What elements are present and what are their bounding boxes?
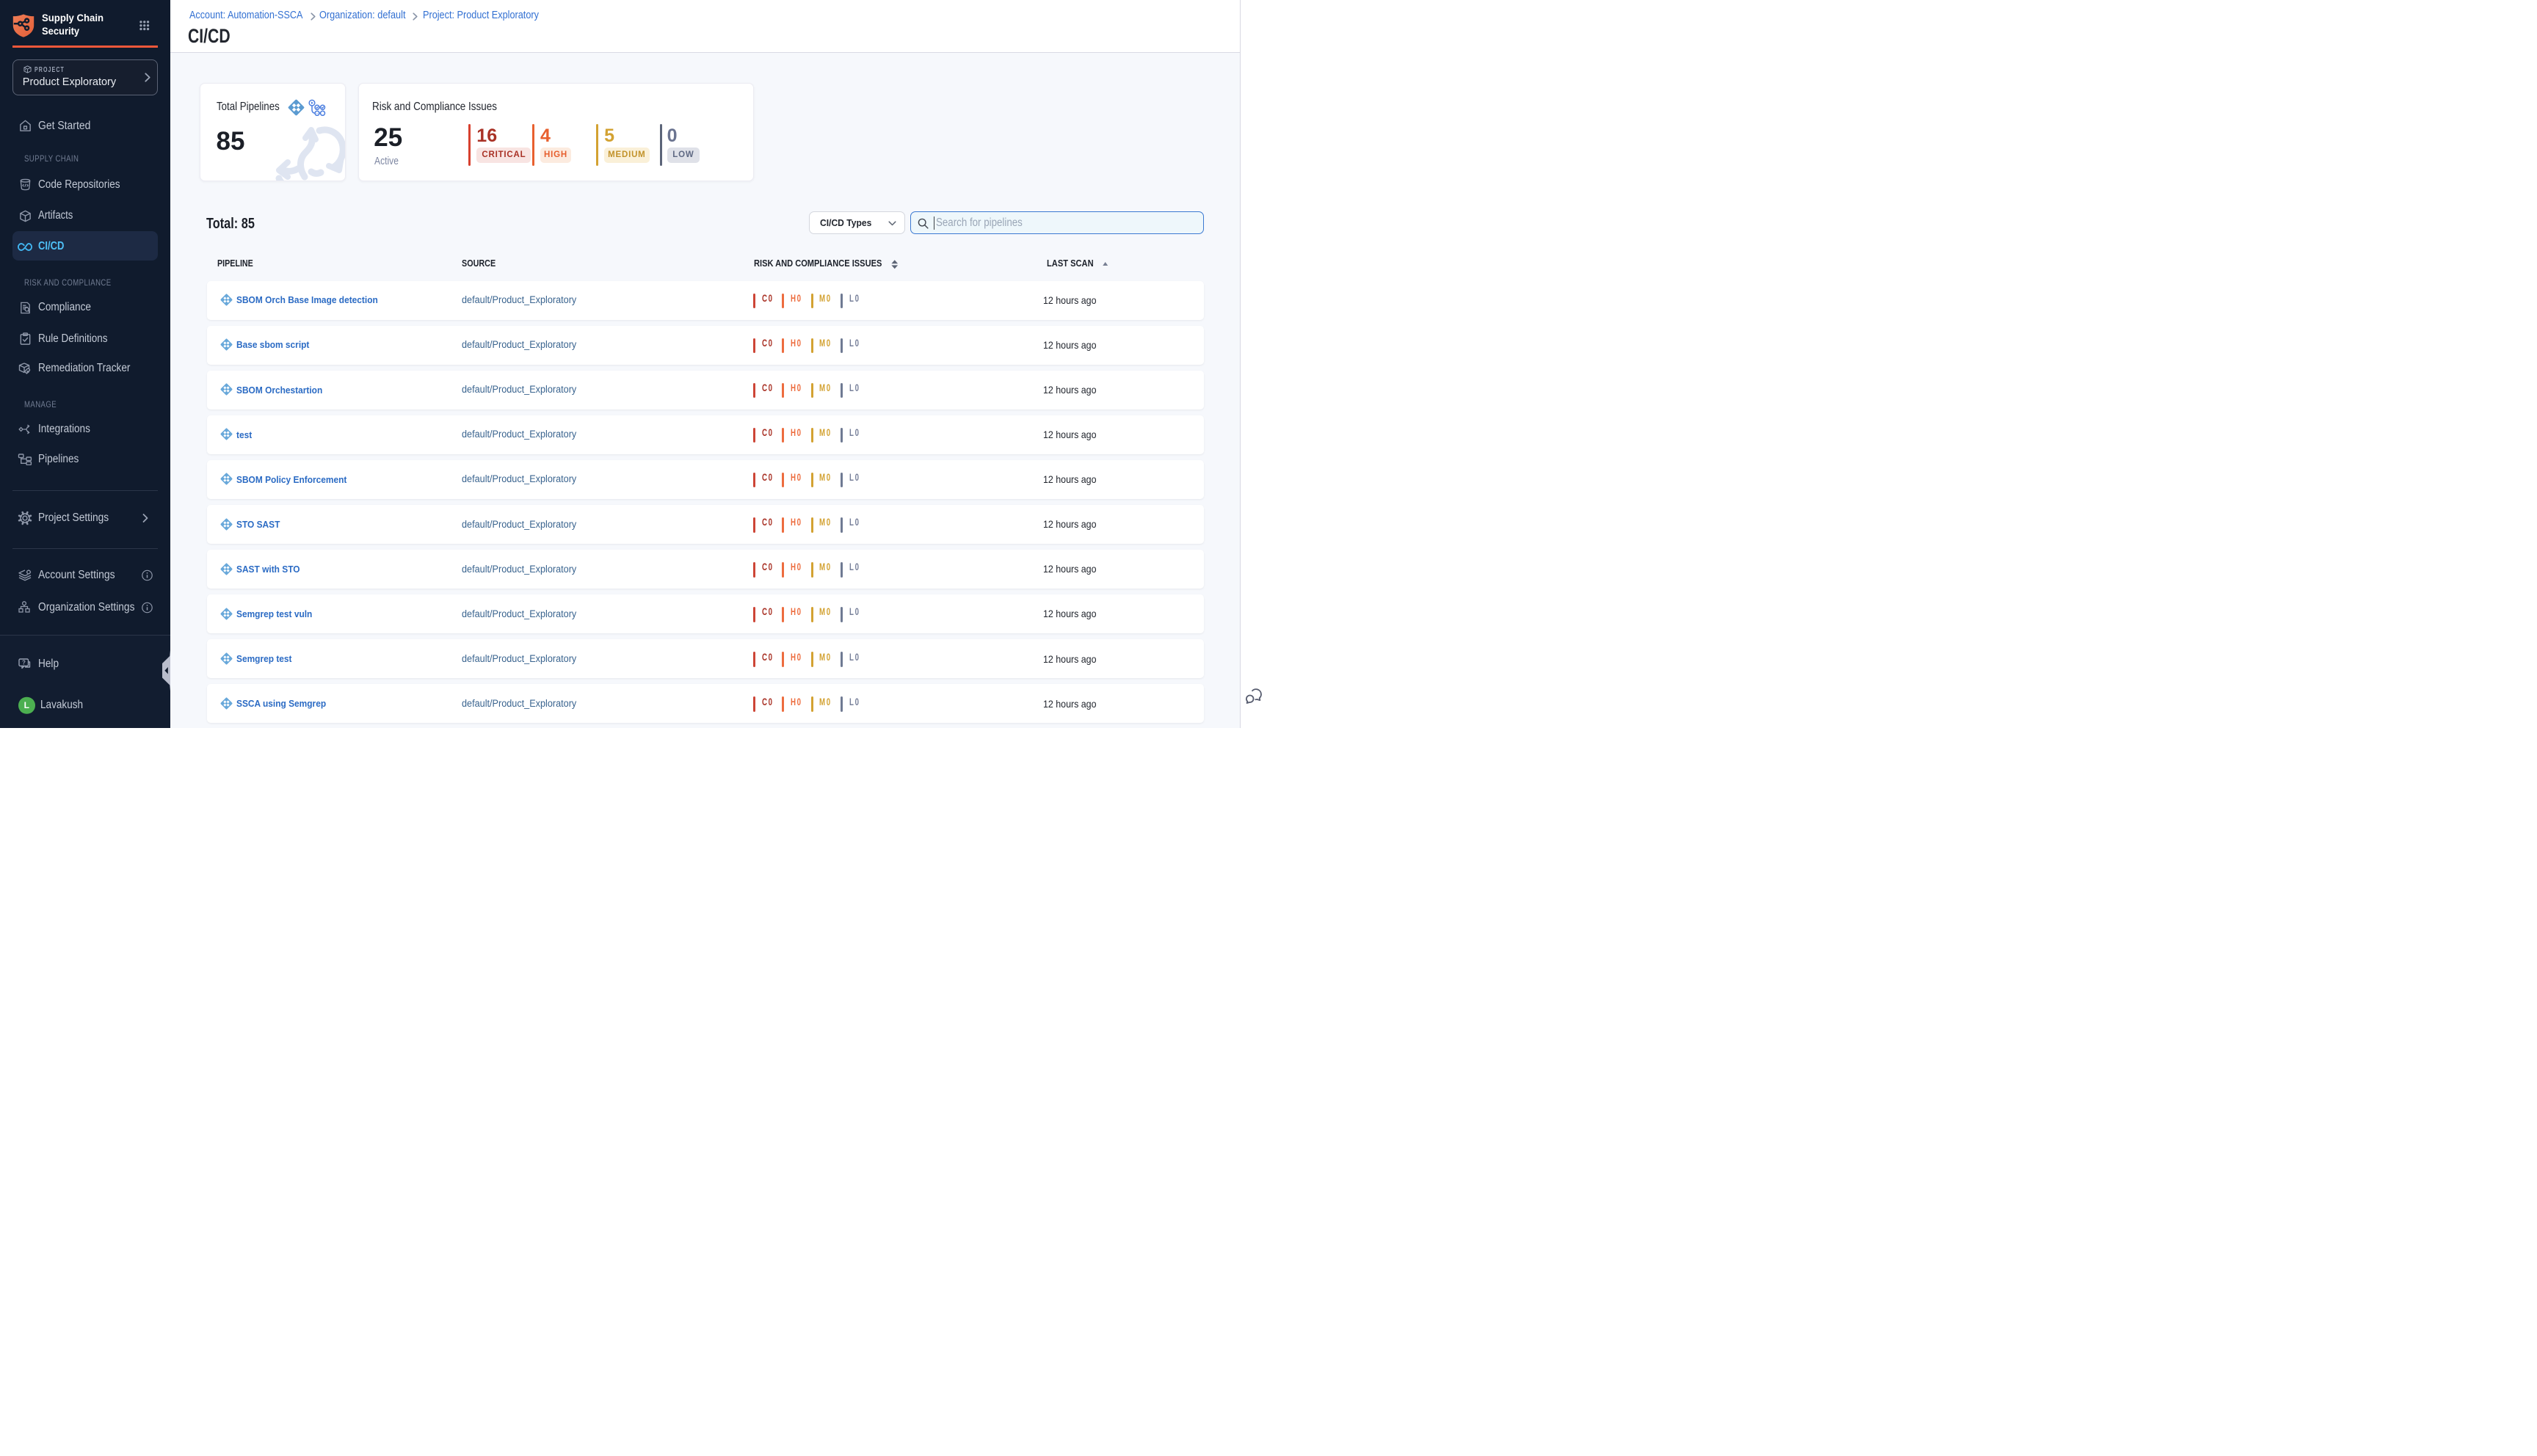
svg-text:?: ? xyxy=(22,659,26,666)
